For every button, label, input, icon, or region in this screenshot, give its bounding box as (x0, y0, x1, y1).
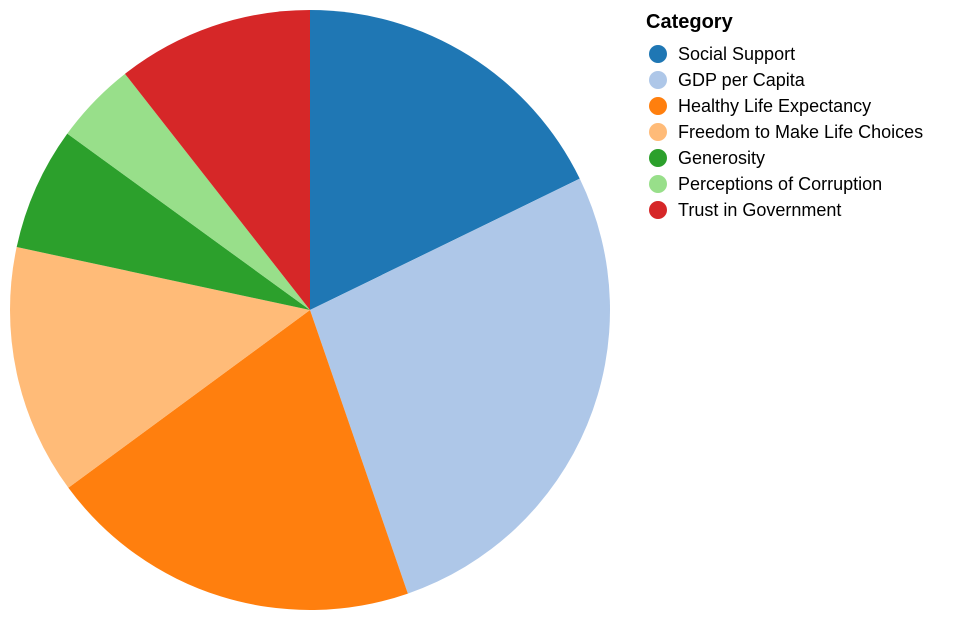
legend-items: Social Support GDP per Capita Healthy Life… (649, 44, 923, 220)
legend-swatch (649, 201, 667, 219)
pie-slice-trust-in-government (124, 10, 310, 310)
legend-item: Trust in Government (649, 200, 841, 220)
legend-swatch (649, 97, 667, 115)
legend-label: Perceptions of Corruption (678, 174, 882, 194)
legend-item: Perceptions of Corruption (649, 174, 882, 194)
legend-item: Freedom to Make Life Choices (649, 122, 923, 142)
legend-item: Healthy Life Expectancy (649, 96, 871, 116)
legend-item: Generosity (649, 148, 765, 168)
legend-label: GDP per Capita (678, 70, 806, 90)
legend-label: Freedom to Make Life Choices (678, 122, 923, 142)
pie-slice-perceptions-of-corruption (67, 73, 310, 310)
legend-swatch (649, 175, 667, 193)
legend-item: GDP per Capita (649, 70, 806, 90)
pie-slice-healthy-life-expectancy (68, 310, 408, 611)
legend-item: Social Support (649, 44, 795, 64)
legend-label: Healthy Life Expectancy (678, 96, 871, 116)
legend-swatch (649, 71, 667, 89)
legend-swatch (649, 45, 667, 63)
legend: Category Social Support GDP per Capita Hea… (646, 11, 923, 220)
pie-slice-freedom-to-make-life-choices (9, 247, 311, 488)
pie-slices (9, 10, 611, 611)
pie-slice-generosity (16, 133, 311, 310)
pie-slice-social-support (310, 10, 580, 310)
legend-title: Category (646, 11, 734, 33)
legend-label: Trust in Government (678, 200, 841, 220)
legend-swatch (649, 149, 667, 167)
pie-slice-gdp-per-capita (310, 178, 611, 594)
legend-label: Generosity (678, 148, 765, 168)
legend-swatch (649, 123, 667, 141)
legend-label: Social Support (678, 44, 795, 64)
